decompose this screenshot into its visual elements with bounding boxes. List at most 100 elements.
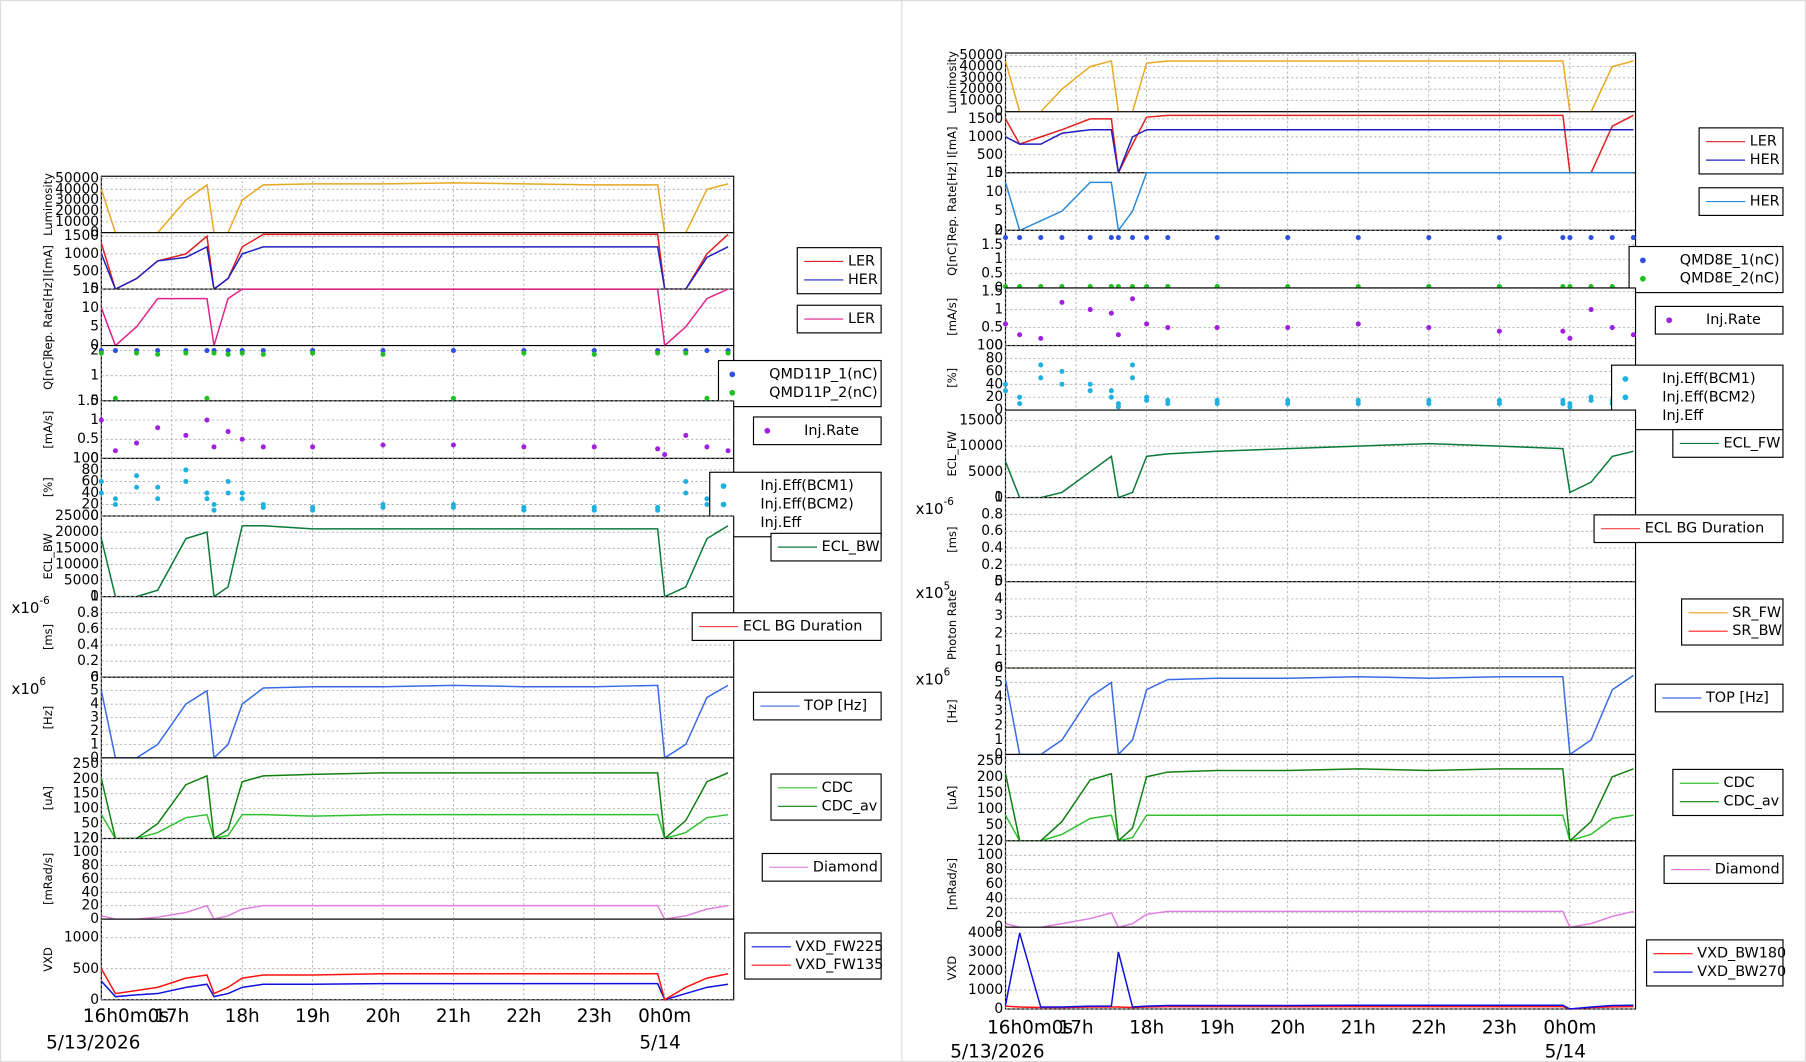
x-tick-label: 22h	[506, 1006, 541, 1027]
data-point	[1144, 397, 1150, 403]
y-tick-label: 1	[994, 251, 1003, 267]
y-axis-label: [mRad/s]	[41, 853, 55, 905]
legend	[752, 416, 882, 446]
data-point	[260, 444, 266, 450]
y-tick-label: 4	[994, 591, 1003, 607]
data-point	[112, 501, 118, 508]
y-tick-label: 10000	[55, 556, 99, 572]
y-tick-label: 40	[986, 890, 1004, 906]
legend-label: QMD11P_2(nC)	[769, 385, 877, 401]
scale-base: x10	[12, 599, 40, 617]
data-point	[704, 496, 710, 502]
data-point	[1426, 235, 1432, 241]
y-tick-label: 0	[994, 338, 1003, 354]
legend-label: QMD8E_1(nC)	[1680, 252, 1780, 268]
data-point	[1165, 401, 1171, 407]
y-tick-label: 20	[986, 905, 1004, 921]
y-tick-label: 500	[977, 147, 1003, 163]
data-point	[1115, 404, 1121, 410]
data-point	[260, 348, 266, 354]
legend	[770, 773, 882, 821]
data-point	[225, 429, 231, 435]
y-tick-label: 200	[73, 771, 99, 787]
y-axis-label: [mRad/s]	[945, 858, 959, 910]
data-point	[380, 351, 386, 357]
x-tick-label: 17h	[154, 1006, 189, 1027]
legend	[1672, 768, 1784, 817]
y-tick-label: 1	[90, 368, 99, 384]
legend	[1698, 127, 1784, 175]
data-point	[1214, 235, 1220, 241]
legend-label: CDC	[822, 780, 853, 796]
y-tick-label: 10000	[55, 214, 99, 230]
data-point	[1285, 325, 1291, 331]
data-point	[591, 351, 597, 357]
series-line	[1004, 814, 1634, 842]
y-axis-label: [mA/s]	[41, 411, 55, 449]
series-line	[1005, 910, 1634, 929]
x-tick-label: 22h	[1411, 1018, 1446, 1039]
data-point	[183, 478, 189, 485]
y-tick-label: 0	[90, 450, 99, 466]
legend-marker	[729, 371, 736, 378]
legend-label: HER	[848, 272, 878, 288]
scale-exponent: 6	[944, 667, 951, 679]
y-tick-label: 2	[90, 723, 99, 739]
data-point	[1017, 394, 1023, 400]
data-point	[211, 444, 217, 450]
panel-frame	[1004, 581, 1637, 669]
y-tick-label: 10000	[959, 438, 1003, 454]
y-tick-label: 0.4	[981, 540, 1003, 556]
data-point	[155, 496, 161, 502]
legend-label: Inj.Eff	[1662, 408, 1704, 424]
data-point	[1017, 235, 1023, 241]
y-tick-label: 0	[90, 281, 99, 297]
legend-label: Inj.Rate	[804, 423, 859, 439]
series-line	[1004, 442, 1634, 499]
y-axis-label: I[mA]	[41, 245, 55, 276]
y-tick-label: 500	[73, 961, 99, 977]
y-tick-label: 2000	[968, 963, 1003, 979]
data-point	[380, 348, 386, 354]
y-tick-label: 4	[90, 696, 99, 712]
y-tick-label: 0	[994, 104, 1003, 120]
series-line	[100, 182, 729, 234]
legend-label: TOP [Hz]	[1705, 690, 1769, 706]
y-tick-label: 200	[977, 769, 1003, 785]
data-point	[1017, 332, 1023, 338]
legend-marker	[1666, 317, 1673, 324]
y-tick-label: 20000	[959, 81, 1003, 97]
data-point	[1567, 404, 1573, 410]
y-tick-label: 5	[994, 203, 1003, 219]
data-point	[1560, 401, 1566, 407]
data-point	[683, 350, 689, 356]
legend-label: QMD11P_1(nC)	[769, 366, 877, 382]
x-tick-label: 20h	[365, 1006, 400, 1027]
data-point	[662, 452, 668, 458]
scale-base: x10	[916, 500, 944, 518]
panel-frame	[1004, 52, 1637, 113]
data-point	[1002, 321, 1009, 327]
data-point	[655, 350, 661, 356]
date-label: 5/13/2026	[950, 1042, 1044, 1062]
data-point	[260, 351, 266, 357]
y-tick-label: 6	[90, 669, 99, 685]
data-point	[1214, 401, 1220, 407]
data-point	[1496, 235, 1502, 241]
data-point	[134, 473, 140, 479]
panel-frame	[100, 757, 735, 840]
data-point	[1496, 401, 1502, 407]
data-point	[239, 490, 245, 496]
data-point	[112, 496, 118, 502]
y-tick-label: 0	[994, 746, 1003, 762]
legend-label: VXD_BW180	[1697, 946, 1786, 962]
series-line	[100, 245, 729, 291]
y-tick-label: 2	[994, 718, 1003, 734]
y-axis-label: [%]	[945, 368, 959, 388]
data-point	[704, 444, 710, 450]
y-tick-label: 4000	[968, 925, 1003, 941]
y-tick-label: 1.5	[981, 237, 1003, 253]
x-tick-label: 17h	[1059, 1018, 1094, 1039]
series-line	[101, 904, 729, 921]
